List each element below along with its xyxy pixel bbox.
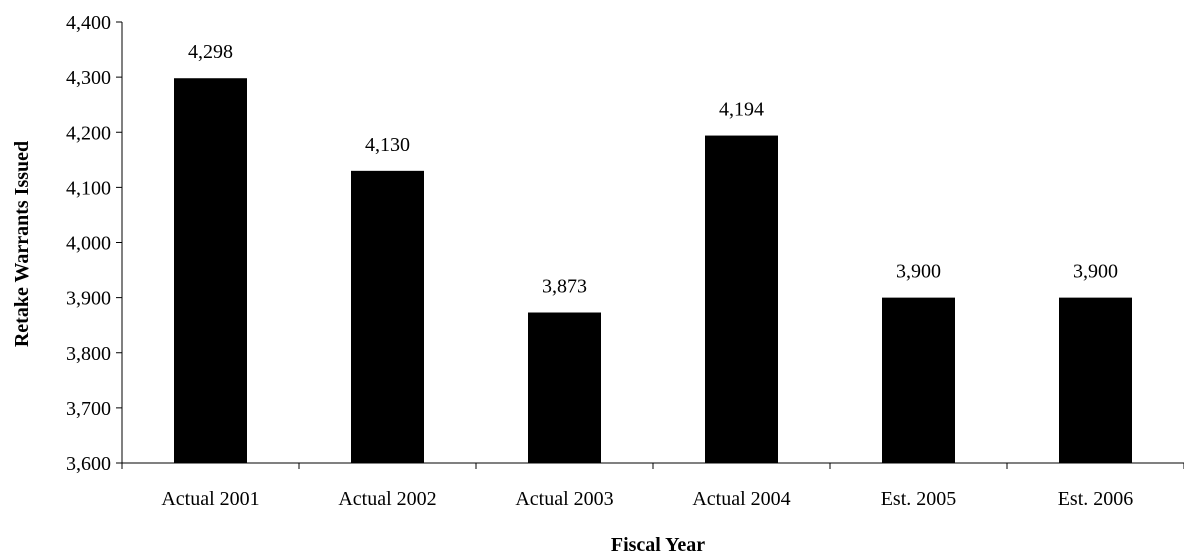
y-tick-label: 4,300	[66, 67, 111, 89]
x-axis-title: Fiscal Year	[611, 534, 705, 556]
y-tick-label: 4,200	[66, 122, 111, 144]
x-tick-label: Est. 2006	[1058, 488, 1134, 510]
x-tick-label: Actual 2003	[515, 488, 613, 510]
y-tick-label: 3,900	[66, 288, 111, 310]
y-axis-title: Retake Warrants Issued	[11, 141, 33, 347]
bar	[705, 135, 778, 463]
x-tick-label: Actual 2004	[692, 488, 790, 510]
bar	[528, 312, 601, 463]
x-tick-label: Actual 2002	[338, 488, 436, 510]
x-tick-label: Actual 2001	[161, 488, 259, 510]
bar	[174, 78, 247, 463]
y-tick-label: 4,100	[66, 177, 111, 199]
value-labels: 4,298 4,130 3,873 4,194 3,900 3,900	[188, 41, 1118, 297]
y-tick-label: 3,800	[66, 343, 111, 365]
bar	[1059, 297, 1132, 463]
bars	[174, 78, 1132, 463]
bar-value-label: 3,900	[896, 261, 941, 283]
bar-value-label: 4,194	[719, 99, 764, 121]
x-tick-label: Est. 2005	[881, 488, 957, 510]
bar-value-label: 4,130	[365, 134, 410, 156]
bar-value-label: 4,298	[188, 41, 233, 63]
y-axis: 3,600 3,700 3,800 3,900 4,000 4,100 4,200 4,300…	[66, 12, 123, 475]
bar-value-label: 3,900	[1073, 261, 1118, 283]
bar	[882, 297, 955, 463]
bar-value-label: 3,873	[542, 276, 587, 298]
bar	[351, 170, 424, 463]
y-tick-label: 3,600	[66, 453, 111, 475]
y-tick-label: 4,000	[66, 233, 111, 255]
y-tick-label: 4,400	[66, 12, 111, 34]
y-tick-label: 3,700	[66, 398, 111, 420]
x-axis: Actual 2001 Actual 2002 Actual 2003 Actual …	[121, 462, 1184, 510]
